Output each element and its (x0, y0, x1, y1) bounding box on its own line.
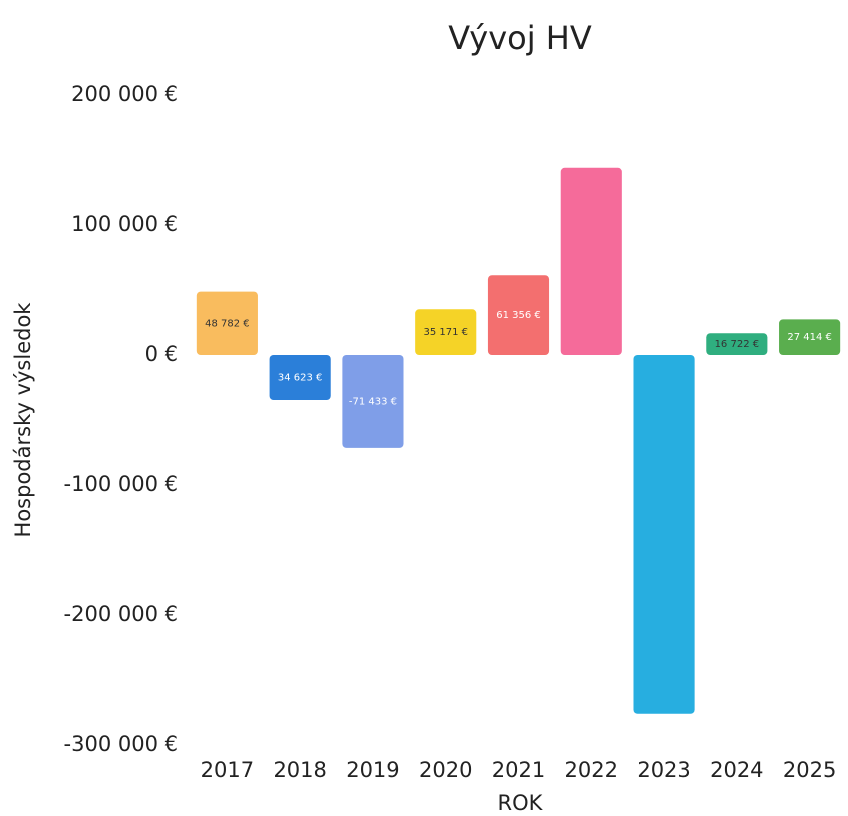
chart-title: Vývoj HV (448, 19, 592, 57)
x-tick-label: 2019 (346, 758, 399, 782)
data-label: -71 433 € (349, 396, 397, 407)
bar (415, 309, 477, 355)
y-tick-label: -100 000 € (64, 472, 178, 496)
y-tick-label: -200 000 € (64, 602, 178, 626)
bar (342, 355, 404, 448)
bar (706, 333, 768, 355)
data-label: 27 414 € (787, 332, 832, 343)
data-label: 16 722 € (715, 339, 760, 350)
bar (487, 275, 550, 355)
x-tick-label: 2024 (710, 758, 763, 782)
bar (560, 167, 622, 355)
y-tick-label: 200 000 € (71, 82, 178, 106)
data-label: 61 356 € (496, 310, 541, 321)
x-tick-label: 2017 (201, 758, 254, 782)
x-tick-label: 2025 (783, 758, 836, 782)
y-tick-label: -300 000 € (64, 732, 178, 756)
data-label: 34 623 € (278, 373, 323, 384)
x-tick-label: 2023 (637, 758, 690, 782)
y-tick-label: 0 € (145, 342, 178, 366)
x-tick-label: 2020 (419, 758, 472, 782)
y-axis-label: Hospodársky výsledok (11, 302, 35, 538)
bar (633, 355, 695, 714)
data-label: 48 782 € (205, 318, 250, 329)
x-axis-label: ROK (498, 791, 544, 815)
x-tick-label: 2018 (273, 758, 326, 782)
x-tick-label: 2021 (492, 758, 545, 782)
data-label: 35 171 € (423, 327, 468, 338)
y-tick-label: 100 000 € (71, 212, 178, 236)
x-tick-label: 2022 (565, 758, 618, 782)
bar (196, 291, 258, 355)
bar (779, 319, 841, 355)
bar (269, 355, 331, 401)
